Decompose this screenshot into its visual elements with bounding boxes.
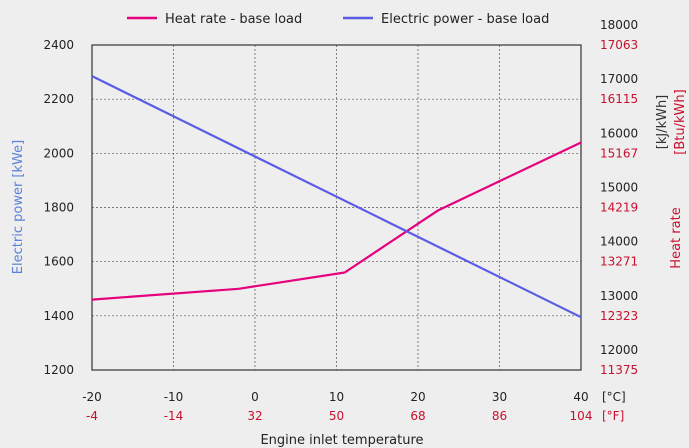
x-tick-label-celsius: 0 xyxy=(251,390,259,404)
x-unit-celsius: [°C] xyxy=(602,390,626,404)
x-tick-label-fahrenheit: 104 xyxy=(570,409,593,423)
x-tick-label-fahrenheit: 50 xyxy=(329,409,344,423)
series-line-electric-power xyxy=(91,75,582,319)
y-right-tick-label-secondary: 16115 xyxy=(600,92,638,106)
x-tick-label-celsius: -20 xyxy=(82,390,102,404)
y-right-tick-label-secondary: 11375 xyxy=(600,363,638,377)
x-unit-fahrenheit: [°F] xyxy=(602,409,624,423)
y-right-tick-label-secondary: 12323 xyxy=(600,309,638,323)
y-right-tick-label-primary: 15000 xyxy=(600,181,638,195)
y-right-axis-title: Heat rate xyxy=(669,207,684,268)
legend-label-heat-rate: Heat rate - base load xyxy=(165,12,302,27)
y-right-tick-label-secondary: 15167 xyxy=(600,146,638,160)
x-tick-label-fahrenheit: -14 xyxy=(164,409,184,423)
y-left-axis-ticks: 1200 1400 1600 1800 2000 2200 2400 xyxy=(43,38,74,377)
plot-area xyxy=(91,44,582,371)
x-tick-label-fahrenheit: 86 xyxy=(492,409,507,423)
y-left-tick-label: 1800 xyxy=(43,201,74,215)
y-left-tick-label: 1600 xyxy=(43,255,74,269)
x-tick-label-fahrenheit: -4 xyxy=(86,409,98,423)
x-tick-label-fahrenheit: 32 xyxy=(247,409,262,423)
y-left-tick-label: 2200 xyxy=(43,92,74,106)
series-layer xyxy=(91,75,582,319)
y-right-unit-secondary: [Btu/kWh] xyxy=(673,89,688,154)
x-tick-label-celsius: 20 xyxy=(410,390,425,404)
y-right-axis-ticks: 12000 11375 13000 12323 14000 13271 15000 14219… xyxy=(600,18,638,377)
y-right-tick-label-secondary: 17063 xyxy=(600,38,638,52)
y-right-tick-label-secondary: 14219 xyxy=(600,201,638,215)
y-left-tick-label: 1200 xyxy=(43,363,74,377)
y-right-tick-label-primary: 12000 xyxy=(600,343,638,357)
x-tick-label-celsius: 10 xyxy=(329,390,344,404)
y-right-tick-label-secondary: 13271 xyxy=(600,255,638,269)
y-left-tick-label: 1400 xyxy=(43,309,74,323)
y-right-tick-label-primary: 14000 xyxy=(600,235,638,249)
x-tick-label-celsius: 40 xyxy=(573,390,588,404)
x-tick-label-fahrenheit: 68 xyxy=(410,409,425,423)
x-axis-ticks: -20 -4 -10 -14 0 32 10 50 20 68 30 86 40 104 xyxy=(82,390,592,423)
x-tick-label-celsius: -10 xyxy=(164,390,184,404)
y-left-tick-label: 2000 xyxy=(43,146,74,160)
legend: Heat rate - base load Electric power - ba… xyxy=(127,12,549,27)
y-right-unit-primary: [kJ/kWh] xyxy=(655,95,670,150)
y-left-tick-label: 2400 xyxy=(43,38,74,52)
series-line-heat-rate xyxy=(91,141,582,301)
grid xyxy=(92,45,581,370)
legend-label-electric-power: Electric power - base load xyxy=(381,12,549,27)
y-right-tick-label-primary: 16000 xyxy=(600,126,638,140)
y-left-axis-title: Electric power [kWe] xyxy=(11,140,26,274)
x-tick-label-celsius: 30 xyxy=(492,390,507,404)
y-right-tick-label-primary: 18000 xyxy=(600,18,638,32)
y-right-tick-label-primary: 13000 xyxy=(600,289,638,303)
y-right-tick-label-primary: 17000 xyxy=(600,72,638,86)
x-axis-title: Engine inlet temperature xyxy=(260,433,423,448)
